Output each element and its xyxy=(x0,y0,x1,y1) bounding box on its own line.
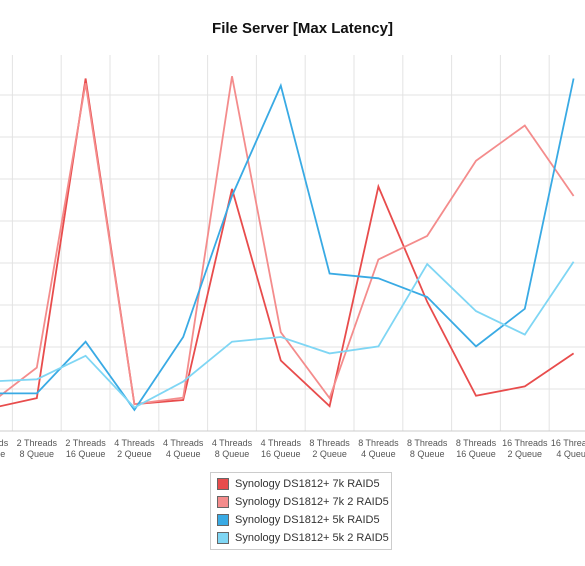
series-line-2 xyxy=(0,78,575,412)
x-tick-label: 4 Threads 2 Queue xyxy=(114,438,155,459)
grid-lines xyxy=(0,55,585,432)
legend-swatch xyxy=(217,532,229,544)
x-tick-label: 2 Threads 16 Queue xyxy=(65,438,106,459)
x-tick-label: 8 Threads 2 Queue xyxy=(309,438,350,459)
legend-swatch xyxy=(217,478,229,490)
x-tick-label: 8 Threads 4 Queue xyxy=(358,438,399,459)
legend-item[interactable]: Synology DS1812+ 5k 2 RAID5 xyxy=(211,529,391,547)
series-line-0 xyxy=(0,78,575,408)
x-tick-label: 8 Threads 16 Queue xyxy=(456,438,497,459)
series-lines xyxy=(0,76,575,412)
x-tick-label: 4 Threads 8 Queue xyxy=(212,438,253,459)
legend-label: Synology DS1812+ 5k 2 RAID5 xyxy=(235,532,389,544)
legend: Synology DS1812+ 7k RAID5 Synology DS1812… xyxy=(210,472,392,550)
x-tick-label: 8 Threads 8 Queue xyxy=(407,438,448,459)
legend-label: Synology DS1812+ 5k RAID5 xyxy=(235,514,380,526)
legend-label: Synology DS1812+ 7k RAID5 xyxy=(235,478,380,490)
x-tick-label: 4 Threads 4 Queue xyxy=(163,438,204,459)
chart-title: File Server [Max Latency] xyxy=(212,20,393,37)
x-tick-label: 4 Threads 16 Queue xyxy=(261,438,302,459)
legend-swatch xyxy=(217,496,229,508)
x-tick-label: 16 Threads 2 Queue xyxy=(502,438,548,459)
legend-item[interactable]: Synology DS1812+ 7k 2 RAID5 xyxy=(211,493,391,511)
series-line-1 xyxy=(0,76,575,406)
series-line-3 xyxy=(0,261,575,409)
legend-item[interactable]: Synology DS1812+ 7k RAID5 xyxy=(211,475,391,493)
legend-label: Synology DS1812+ 7k 2 RAID5 xyxy=(235,496,389,508)
x-tick-label: 2 Threads 8 Queue xyxy=(17,438,58,459)
legend-item[interactable]: Synology DS1812+ 5k RAID5 xyxy=(211,511,391,529)
legend-swatch xyxy=(217,514,229,526)
